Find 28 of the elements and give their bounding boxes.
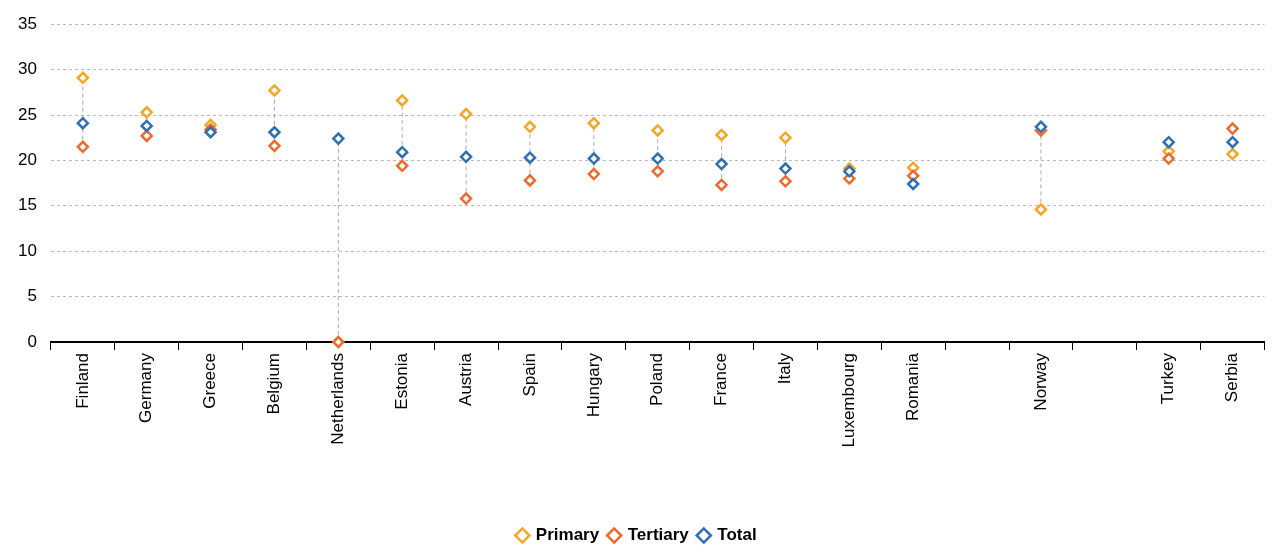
x-tick-label: Luxembourg: [839, 353, 859, 448]
x-tick-label: Netherlands: [328, 353, 348, 445]
legend-label: Primary: [535, 525, 600, 545]
x-tick-label: Germany: [136, 352, 156, 423]
y-tick-label: 30: [17, 59, 37, 79]
x-tick-label: Greece: [200, 353, 220, 409]
x-tick-label: Hungary: [583, 352, 603, 418]
y-tick-label: 20: [17, 150, 37, 170]
x-tick-label: Italy: [775, 352, 795, 385]
x-tick-label: Norway: [1030, 352, 1050, 411]
x-tick-label: Poland: [647, 353, 667, 406]
x-tick-label: Romania: [902, 352, 922, 422]
y-tick-label: 10: [17, 240, 37, 260]
legend-label: Tertiary: [627, 525, 690, 545]
y-tick-label: 15: [17, 195, 37, 215]
x-tick-label: Spain: [519, 353, 539, 397]
x-tick-label: Austria: [455, 352, 475, 406]
x-tick-label: Estonia: [391, 352, 411, 410]
y-tick-label: 0: [27, 331, 37, 351]
x-tick-label: Belgium: [264, 353, 284, 415]
y-tick-label: 25: [17, 104, 37, 124]
y-tick-label: 5: [27, 286, 37, 306]
y-tick-label: 35: [17, 13, 37, 33]
x-tick-label: France: [711, 353, 731, 406]
x-tick-label: Finland: [72, 353, 92, 409]
x-tick-label: Turkey: [1158, 352, 1178, 405]
legend-label: Total: [717, 525, 757, 545]
x-tick-label: Serbia: [1222, 352, 1242, 403]
